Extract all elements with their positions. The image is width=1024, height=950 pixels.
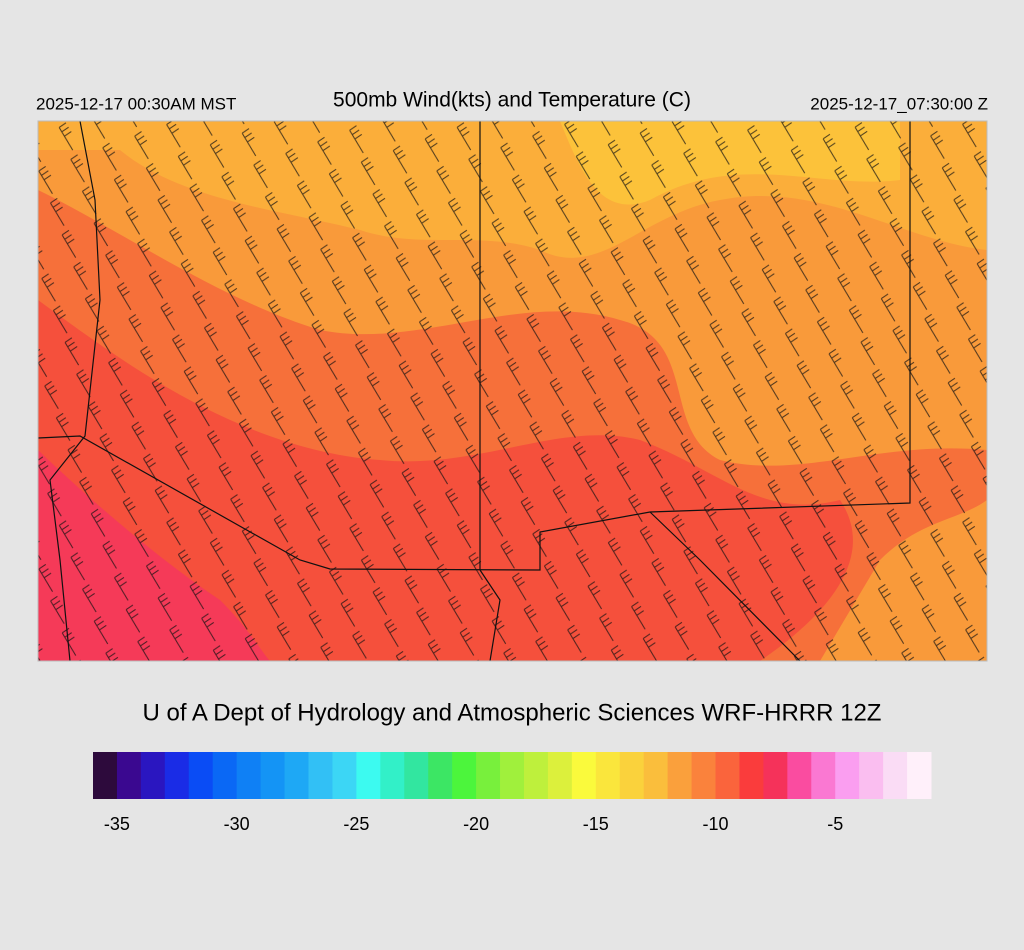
color-cell	[260, 752, 286, 799]
color-cell	[93, 752, 118, 799]
colorbar-tick-label: -15	[583, 814, 609, 834]
color-cell	[835, 752, 860, 799]
color-cell	[164, 752, 190, 799]
map	[38, 121, 987, 661]
color-cell	[859, 752, 884, 799]
color-cell	[523, 752, 549, 799]
color-cell	[715, 752, 740, 799]
colorbar-tick-label: -5	[827, 814, 843, 834]
color-cell	[140, 752, 166, 799]
color-cell	[356, 752, 381, 799]
colorbar-tick-label: -25	[343, 814, 369, 834]
color-cell	[763, 752, 788, 799]
map-title: 500mb Wind(kts) and Temperature (C)	[333, 89, 691, 112]
color-cell	[907, 752, 932, 799]
colorbar-tick-label: -20	[463, 814, 489, 834]
colorbar: -35 -30 -25 -20 -15 -10 -5	[93, 752, 932, 834]
color-cell	[308, 752, 333, 799]
color-cell	[811, 752, 836, 799]
color-cell	[500, 752, 525, 799]
color-cell	[284, 752, 309, 799]
color-cell	[476, 752, 501, 799]
color-cell	[571, 752, 597, 799]
color-cell	[332, 752, 357, 799]
color-cell	[691, 752, 717, 799]
color-cell	[787, 752, 812, 799]
color-cell	[452, 752, 477, 799]
color-cell	[428, 752, 453, 799]
local-time: 2025-12-17 00:30AM MST	[36, 94, 236, 113]
credit: U of A Dept of Hydrology and Atmospheric…	[143, 699, 882, 726]
valid-time: 2025-12-17_07:30:00 Z	[810, 94, 988, 113]
color-cell	[212, 752, 238, 799]
color-cell	[116, 752, 142, 799]
color-cell	[236, 752, 262, 799]
map-frame	[37, 120, 988, 662]
color-cell	[547, 752, 573, 799]
color-cell	[739, 752, 764, 799]
color-cell	[595, 752, 621, 799]
color-cell	[188, 752, 214, 799]
colorbar-tick-label: -30	[224, 814, 250, 834]
color-cell	[883, 752, 908, 799]
color-cell	[619, 752, 645, 799]
color-cell	[643, 752, 669, 799]
color-cell	[404, 752, 429, 799]
colorbar-tick-label: -10	[703, 814, 729, 834]
colorbar-tick-label: -35	[104, 814, 130, 834]
color-cell	[380, 752, 405, 799]
color-cell	[667, 752, 693, 799]
